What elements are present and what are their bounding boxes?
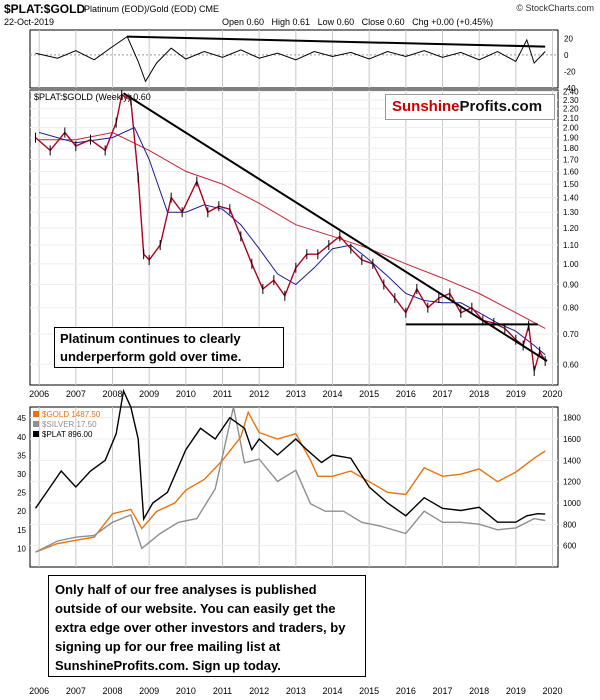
y-right-tick-label: 1600 <box>563 435 581 444</box>
y-tick-label: 1.20 <box>563 224 579 233</box>
y-tick-label: 1.40 <box>563 194 579 203</box>
y-right-tick-label: 800 <box>563 520 577 529</box>
x-tick-label: 2017 <box>432 686 452 696</box>
x-tick-label: 2006 <box>29 686 49 696</box>
x-tick-label: 2014 <box>322 686 342 696</box>
y-right-tick-label: 600 <box>563 542 577 551</box>
x-tick-label: 2018 <box>469 686 489 696</box>
oscillator-line <box>35 35 546 83</box>
legend-swatch <box>33 411 39 417</box>
y-tick-label: 0.80 <box>563 304 579 313</box>
y-tick-label: 1.80 <box>563 144 579 153</box>
x-tick-label: 2011 <box>213 686 232 696</box>
y-tick-label: 2.10 <box>563 114 579 123</box>
x-tick-label: 2007 <box>66 686 86 696</box>
x-tick-label: 2010 <box>176 389 196 399</box>
x-tick-label: 2014 <box>322 389 342 399</box>
legend-label: $SILVER 17.50 <box>42 420 97 429</box>
resistance-trendline <box>122 92 548 362</box>
x-tick-label: 2006 <box>29 389 49 399</box>
x-tick-label: 2019 <box>506 389 526 399</box>
y-tick-label: 1.60 <box>563 167 579 176</box>
y-left-tick-label: 25 <box>17 489 26 498</box>
legend-swatch <box>33 421 39 427</box>
logo-part-1: Sunshine <box>392 98 460 115</box>
y-tick-label: -40 <box>564 84 576 93</box>
quote-summary: Open 0.60 High 0.61 Low 0.60 Close 0.60 … <box>222 17 494 27</box>
y-left-tick-label: 15 <box>17 526 26 535</box>
platinum-note: Platinum continues to clearly underperfo… <box>54 327 284 368</box>
x-tick-label: 2020 <box>542 389 562 399</box>
y-left-tick-label: 10 <box>17 544 26 553</box>
x-tick-label: 2015 <box>359 389 379 399</box>
x-tick-label: 2007 <box>66 389 86 399</box>
y-tick-label: -20 <box>564 67 576 76</box>
chart-date: 22-Oct-2019 <box>4 17 55 27</box>
subscribe-note: Only half of our free analyses is publis… <box>48 575 366 677</box>
x-tick-label: 2016 <box>396 686 416 696</box>
x-tick-label: 2009 <box>139 389 159 399</box>
panel-title: $PLAT:$GOLD (Weekly) 0.60 <box>34 92 151 102</box>
x-tick-label: 2011 <box>213 389 232 399</box>
x-tick-label: 2013 <box>286 686 306 696</box>
y-right-tick-label: 1400 <box>563 456 581 465</box>
brand-credit: © StockCharts.com <box>516 3 594 13</box>
x-tick-label: 2016 <box>396 389 416 399</box>
x-tick-label: 2013 <box>286 389 306 399</box>
y-left-tick-label: 35 <box>17 451 26 460</box>
y-tick-label: 0 <box>564 51 569 60</box>
chart-subtitle: Platinum (EOD)/Gold (EOD) CME <box>84 4 220 14</box>
x-tick-label: 2017 <box>432 389 452 399</box>
y-right-tick-label: 1000 <box>563 499 581 508</box>
sunshine-profits-logo: SunshineProfits.com <box>385 94 555 120</box>
y-tick-label: 0.90 <box>563 281 579 290</box>
y-tick-label: 2.30 <box>563 96 579 105</box>
y-tick-label: 1.50 <box>563 180 579 189</box>
y-right-tick-label: 1800 <box>563 414 581 423</box>
y-tick-label: 1.00 <box>563 260 579 269</box>
y-tick-label: 2.20 <box>563 105 579 114</box>
series-line-1 <box>35 410 546 553</box>
x-tick-label: 2012 <box>249 686 269 696</box>
x-tick-label: 2019 <box>506 686 526 696</box>
x-tick-label: 2008 <box>102 389 122 399</box>
series-line-3 <box>34 388 546 523</box>
y-tick-label: 1.90 <box>563 134 579 143</box>
legend-label: $GOLD 1487.50 <box>42 410 101 419</box>
y-tick-label: 1.30 <box>563 208 579 217</box>
y-tick-label: 1.10 <box>563 241 579 250</box>
long-moving-average-line <box>39 131 546 329</box>
logo-part-2: Profits.com <box>459 98 543 115</box>
y-tick-label: 20 <box>564 34 573 43</box>
y-tick-label: 0.60 <box>563 360 579 369</box>
y-left-tick-label: 45 <box>17 414 26 423</box>
x-tick-label: 2008 <box>102 686 122 696</box>
y-tick-label: 0.70 <box>563 330 579 339</box>
legend-label: $PLAT 896.00 <box>42 430 93 439</box>
y-tick-label: 2.40 <box>563 88 579 97</box>
x-tick-label: 2018 <box>469 389 489 399</box>
x-tick-label: 2020 <box>542 686 562 696</box>
x-tick-label: 2010 <box>176 686 196 696</box>
oscillator-trendline <box>127 35 546 48</box>
series-line-2 <box>35 406 546 553</box>
y-tick-label: 1.70 <box>563 155 579 164</box>
legend-swatch <box>33 431 39 437</box>
y-right-tick-label: 1200 <box>563 478 581 487</box>
x-tick-label: 2009 <box>139 686 159 696</box>
y-tick-label: 2.00 <box>563 123 579 132</box>
y-left-tick-label: 40 <box>17 433 26 442</box>
x-tick-label: 2012 <box>249 389 269 399</box>
chart-title: $PLAT:$GOLD <box>4 2 86 16</box>
y-left-tick-label: 20 <box>17 507 26 516</box>
x-tick-label: 2015 <box>359 686 379 696</box>
y-left-tick-label: 30 <box>17 470 26 479</box>
